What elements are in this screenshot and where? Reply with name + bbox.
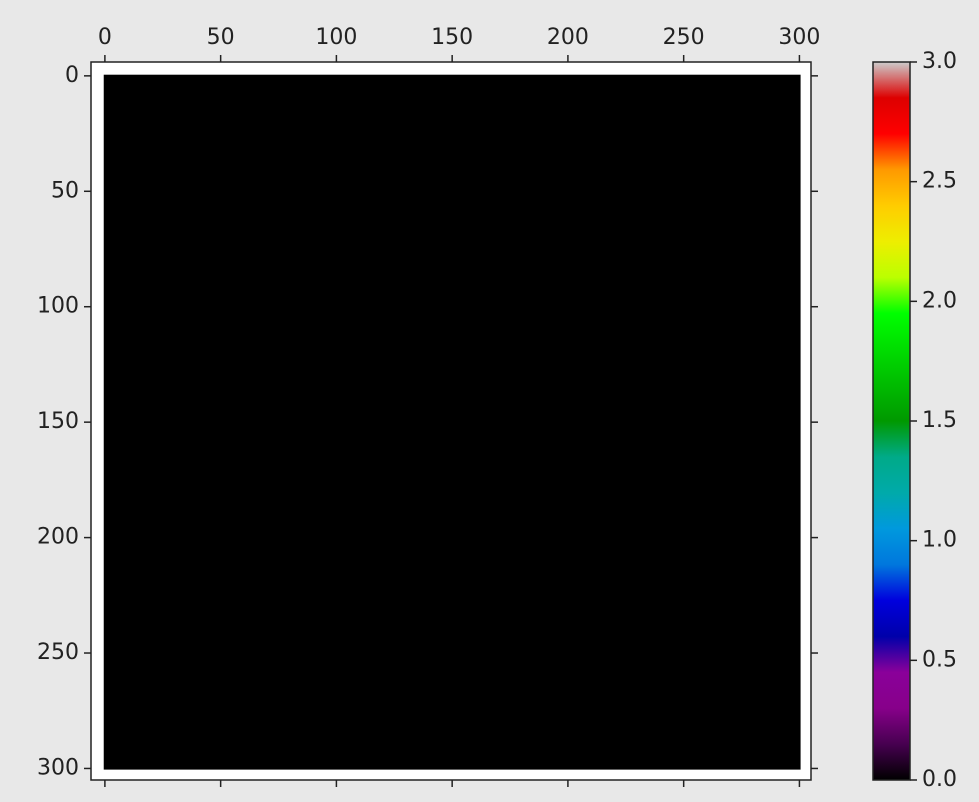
colorbar-tick-label: 1.0 (922, 528, 957, 553)
x-tick-label: 100 (315, 25, 357, 50)
colorbar-tick-label: 2.0 (922, 288, 957, 313)
x-tick-label: 300 (778, 25, 820, 50)
x-tick-label: 50 (207, 25, 235, 50)
y-tick-label: 150 (37, 409, 79, 434)
colorbar-tick-label: 0.0 (922, 767, 957, 792)
y-tick-label: 0 (65, 63, 79, 88)
colorbar-tick-label: 2.5 (922, 169, 957, 194)
y-tick-label: 50 (51, 178, 79, 203)
y-tick-label: 100 (37, 294, 79, 319)
x-tick-label: 200 (547, 25, 589, 50)
x-tick-label: 250 (663, 25, 705, 50)
colorbar (872, 61, 911, 781)
image (103, 74, 801, 770)
colorbar-tick-label: 0.5 (922, 647, 957, 672)
colorbar-tick-label: 1.5 (922, 408, 957, 433)
y-tick-label: 250 (37, 640, 79, 665)
axes-frame (90, 61, 812, 781)
x-tick-label: 150 (431, 25, 473, 50)
y-tick-label: 300 (37, 755, 79, 780)
y-tick-label: 200 (37, 525, 79, 550)
colorbar-tick-label: 3.0 (922, 49, 957, 74)
x-tick-label: 0 (98, 25, 112, 50)
